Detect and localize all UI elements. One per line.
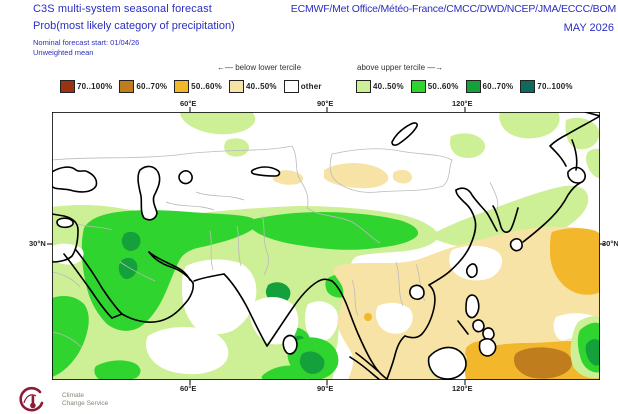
below-60-70-pacific-core	[514, 347, 573, 379]
legend-item: 60..70%	[465, 80, 514, 93]
legend-label: 40..50%	[245, 82, 277, 91]
legend-swatch	[356, 80, 371, 93]
legend-swatch	[60, 80, 75, 93]
c3s-logo-icon	[19, 386, 44, 412]
c3s-logo: Climate Change Service	[6, 386, 206, 414]
legend-swatch	[174, 80, 190, 93]
valid-month: MAY 2026	[563, 22, 614, 34]
legend-label: 70..100%	[537, 82, 573, 91]
legend-label: 50..60%	[191, 82, 222, 91]
forecast-start: Nominal forecast start: 01/04/26	[33, 38, 140, 47]
legend-item: 70..100%	[520, 80, 573, 93]
legend-label: 70..100%	[77, 82, 113, 91]
top-tick-120e: 120°E	[452, 99, 473, 108]
legend-label: other	[300, 82, 322, 91]
legend-item: 70..100%	[60, 80, 112, 93]
top-tick-60e: 60°E	[180, 99, 197, 108]
legend-below-group: 70..100% 60..70% 50..60% 40..50% other	[60, 80, 322, 93]
axis-ticks	[47, 107, 605, 385]
c3s-logo-line1: Climate	[62, 391, 85, 399]
map-layers	[52, 112, 600, 380]
legend-item: 50..60%	[174, 80, 222, 93]
legend-label: 60..70%	[482, 82, 514, 91]
legend-swatch	[410, 80, 426, 93]
bottom-tick-60e: 60°E	[180, 384, 197, 393]
other-category-regions	[52, 243, 338, 375]
other-cutout-se-china	[449, 245, 503, 281]
below-tercile-direction-label: ←— below lower tercile	[217, 63, 302, 72]
legend-swatch	[520, 80, 536, 93]
product-title: C3S multi-system seasonal forecast	[33, 3, 212, 15]
legend-label: 50..60%	[427, 82, 459, 91]
forecast-centers: ECMWF/Met Office/Météo-France/CMCC/DWD/N…	[290, 3, 616, 15]
bottom-tick-120e: 120°E	[452, 384, 473, 393]
variable-title: Prob(most likely category of precipitati…	[33, 20, 235, 32]
legend-swatch	[228, 80, 244, 93]
legend-swatch	[283, 80, 299, 93]
legend-item: 50..60%	[410, 80, 459, 93]
other-cutout-indochina	[375, 302, 413, 334]
legend-item: 60..70%	[119, 80, 167, 93]
legend-label: 60..70%	[136, 82, 168, 91]
bottom-tick-90e: 90°E	[317, 384, 334, 393]
legend-item: 40..50%	[356, 80, 404, 93]
legend-swatch	[465, 80, 481, 93]
legend-label: 40..50%	[373, 82, 404, 91]
top-tick-90e: 90°E	[317, 99, 334, 108]
left-tick-30n: 30°N	[29, 239, 46, 248]
legend-above-group: 40..50% 50..60% 60..70% 70..100%	[356, 80, 573, 93]
above-60-70-right-edge	[585, 339, 600, 366]
country-borders	[52, 145, 499, 348]
legend-swatch	[119, 80, 135, 93]
above-60-70-nicobar-core	[299, 351, 325, 374]
weighting-method: Unweighted mean	[33, 48, 94, 57]
legend-item: other	[283, 80, 322, 93]
above-tercile-direction-label: above upper tercile —→	[357, 63, 444, 72]
coastlines	[52, 112, 600, 380]
c3s-logo-text: Climate Change Service	[62, 392, 108, 408]
legend-item: 40..50%	[228, 80, 277, 93]
right-tick-30n: 30°N	[602, 239, 618, 248]
c3s-logo-line2: Change Service	[62, 400, 109, 407]
